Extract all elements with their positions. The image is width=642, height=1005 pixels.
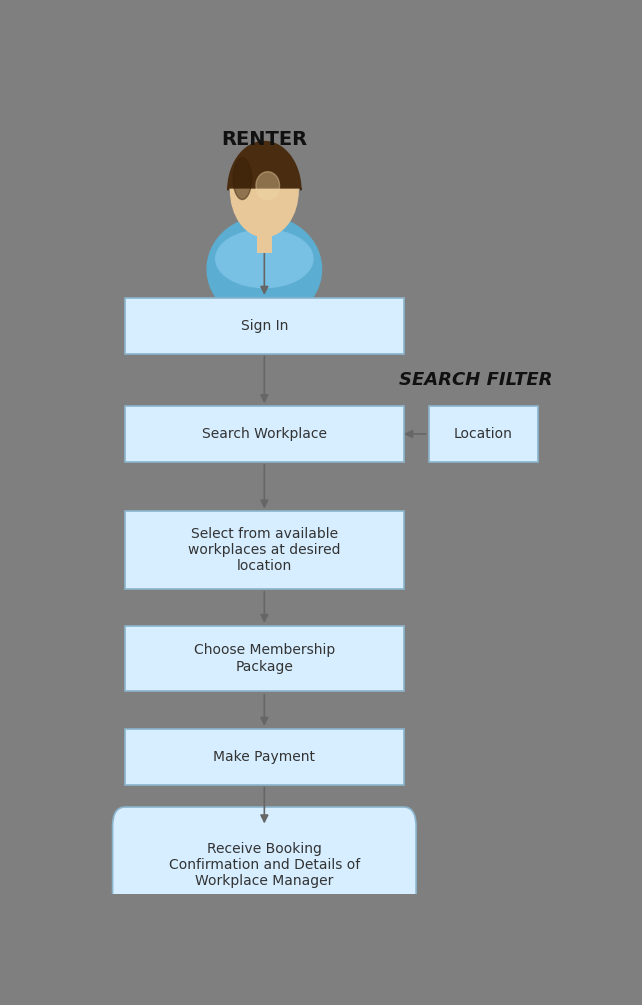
Text: Choose Membership
Package: Choose Membership Package: [194, 643, 335, 673]
Polygon shape: [228, 142, 301, 190]
Text: Sign In: Sign In: [241, 319, 288, 333]
Text: Select from available
workplaces at desired
location: Select from available workplaces at desi…: [188, 527, 341, 573]
Ellipse shape: [216, 230, 313, 287]
Ellipse shape: [233, 158, 252, 200]
FancyBboxPatch shape: [125, 729, 404, 785]
FancyBboxPatch shape: [125, 406, 404, 462]
FancyBboxPatch shape: [125, 625, 404, 691]
FancyBboxPatch shape: [125, 512, 404, 589]
FancyBboxPatch shape: [112, 807, 416, 923]
Ellipse shape: [207, 216, 322, 322]
Text: SEARCH FILTER: SEARCH FILTER: [399, 371, 553, 389]
FancyBboxPatch shape: [125, 297, 404, 354]
Text: RENTER: RENTER: [221, 131, 308, 150]
FancyBboxPatch shape: [429, 406, 538, 462]
Ellipse shape: [256, 172, 279, 200]
Text: Receive Booking
Confirmation and Details of
Workplace Manager: Receive Booking Confirmation and Details…: [169, 842, 360, 888]
Text: Make Payment: Make Payment: [213, 750, 315, 764]
Text: Search Workplace: Search Workplace: [202, 427, 327, 441]
Ellipse shape: [230, 144, 298, 236]
Text: Location: Location: [454, 427, 513, 441]
FancyBboxPatch shape: [257, 216, 272, 253]
